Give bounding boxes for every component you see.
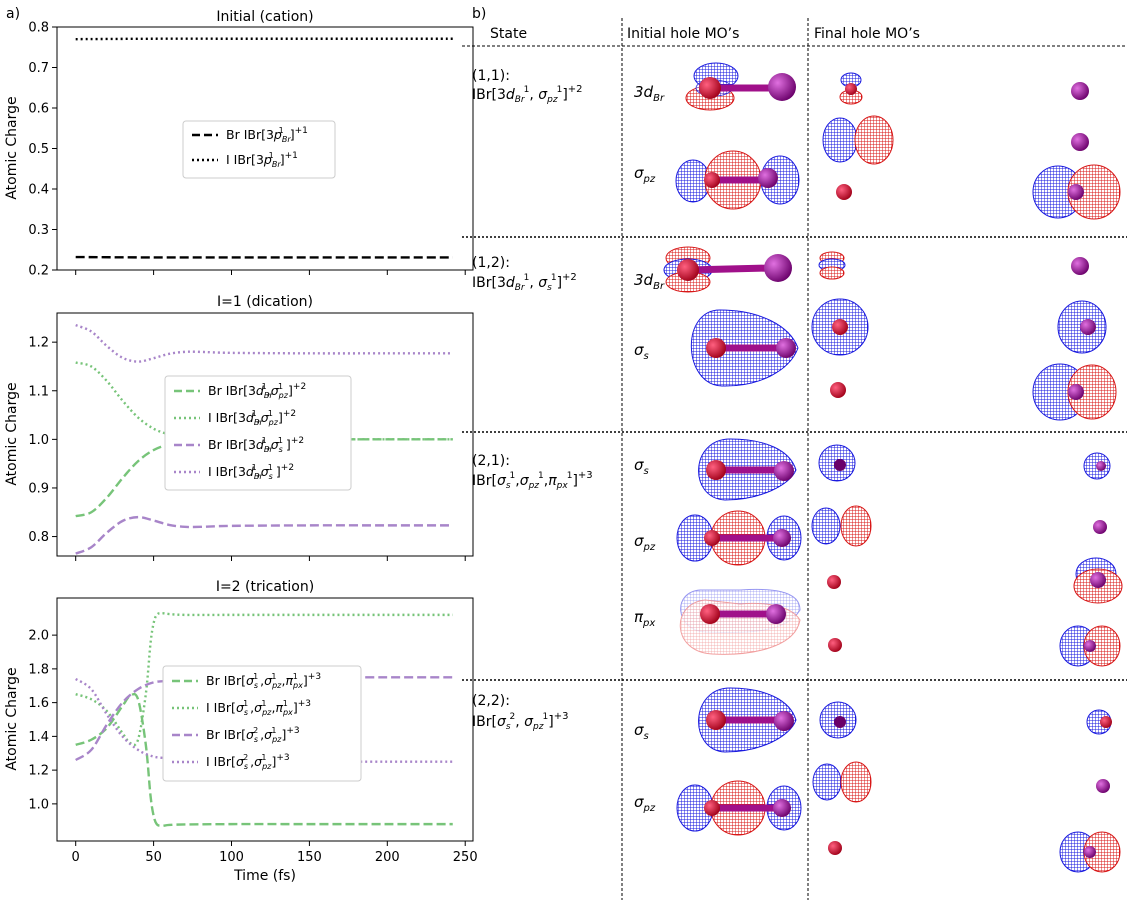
orbital-symbol: σpz bbox=[634, 793, 656, 814]
y-tick-label: 2.0 bbox=[28, 629, 49, 644]
y-tick-label: 0.5 bbox=[28, 142, 49, 157]
y-tick-label: 0.7 bbox=[28, 61, 49, 76]
legend-entry: Br IBr[σs2 ,σpz1]+3 bbox=[206, 726, 300, 744]
y-tick-label: 1.1 bbox=[28, 384, 49, 399]
series-line bbox=[75, 692, 453, 828]
orbital-render-sigma-pz bbox=[676, 780, 802, 836]
series-line bbox=[75, 515, 453, 555]
y-tick-label: 1.0 bbox=[28, 433, 49, 448]
legend-entry: Br IBr[3dBr1,σpz1]+2 bbox=[208, 382, 306, 400]
state-config: IBr[3dBr1, σpz1]+2 bbox=[472, 84, 583, 105]
plot-frame bbox=[56, 312, 474, 557]
y-tick-label: 0.3 bbox=[28, 223, 49, 238]
legend: Br IBr[σs1 ,σpz1 ,πpx1]+3 I IBr[σs1 ,σpz1 ,π… bbox=[162, 665, 362, 782]
orbital-render-3d-br bbox=[663, 246, 792, 293]
legend-entry: I IBr[σs1 ,σpz1 ,πpx1]+3 bbox=[206, 699, 311, 717]
orbital-symbol: σpz bbox=[634, 532, 656, 553]
x-tick-label: 50 bbox=[145, 850, 162, 865]
y-tick-label: 1.4 bbox=[28, 730, 49, 745]
orbital-symbol: πpx bbox=[634, 608, 655, 629]
legend: Br IBr[3dBr1,σpz1]+2 I IBr[3dBr1,σpz1]+2… bbox=[164, 375, 352, 491]
y-tick-label: 0.8 bbox=[28, 530, 49, 545]
orbital-symbol: 3dBr bbox=[634, 271, 665, 292]
x-tick-label: 150 bbox=[297, 850, 322, 865]
orbital-symbol: 3dBr bbox=[634, 83, 665, 104]
orbital-symbol: σs bbox=[634, 721, 649, 742]
x-axis-label: Time (fs) bbox=[233, 868, 296, 884]
series-line bbox=[75, 611, 453, 747]
chart-trication: I=2 (trication) 1.0 1.2 1.4 1.6 1.8 2.0 0 50 100… bbox=[4, 579, 478, 884]
orbital-render-sigma-pz bbox=[676, 510, 802, 566]
header-final: Final hole MO’s bbox=[814, 26, 920, 42]
panel-label-a: a) bbox=[6, 6, 20, 22]
plot-frame bbox=[56, 597, 474, 842]
series-line bbox=[75, 324, 453, 363]
orbital-render-3d-br bbox=[685, 62, 796, 111]
orbital-symbol: σs bbox=[634, 456, 649, 477]
orbital-render-sigma-s bbox=[698, 687, 797, 753]
orbital-table: State Initial hole MO’s Final hole MO’s … bbox=[462, 18, 1127, 900]
x-tick-label: 100 bbox=[219, 850, 244, 865]
orbital-render-sigma-s bbox=[690, 309, 799, 387]
y-axis-label: Atomic Charge bbox=[4, 96, 20, 199]
legend: Br IBr[3pBr1]+1 I IBr[3pBr1]+1 bbox=[182, 120, 336, 179]
y-tick-label: 0.4 bbox=[28, 183, 49, 198]
orbital-render-pi-px bbox=[679, 588, 801, 655]
chart-initial-cation: Initial (cation) 0.2 0.3 0.4 0.5 0.6 0.7 0.8 A… bbox=[4, 9, 474, 279]
state-config: IBr[σs1,σpz1,πpx1]+3 bbox=[472, 470, 593, 491]
y-axis-label: Atomic Charge bbox=[4, 382, 20, 485]
legend-entry: I IBr[3pBr1]+1 bbox=[226, 151, 298, 169]
y-tick-label: 1.0 bbox=[28, 797, 49, 812]
y-tick-label: 1.8 bbox=[28, 662, 49, 677]
header-state: State bbox=[490, 26, 527, 42]
orbital-symbol: σs bbox=[634, 341, 649, 362]
chart-title: Initial (cation) bbox=[216, 9, 313, 25]
legend-entry: Br IBr[σs1 ,σpz1 ,πpx1]+3 bbox=[206, 672, 321, 690]
chart-dication: I=1 (dication) 0.8 0.9 1.0 1.1 1.2 Atomic Ch… bbox=[4, 294, 474, 561]
orbital-render-sigma-s bbox=[698, 438, 797, 501]
y-tick-label: 1.6 bbox=[28, 696, 49, 711]
chart-title: I=1 (dication) bbox=[217, 294, 313, 310]
header-initial: Initial hole MO’s bbox=[627, 26, 739, 42]
state-config: IBr[3dBr1, σs1]+2 bbox=[472, 272, 577, 293]
y-tick-label: 0.8 bbox=[28, 21, 49, 36]
legend-entry: Br IBr[3dBr1,σs1]+2 bbox=[208, 436, 304, 454]
x-tick-label: 200 bbox=[375, 850, 400, 865]
x-tick-label: 250 bbox=[453, 850, 478, 865]
state-label: (2,2): bbox=[472, 693, 510, 709]
x-tick-label: 0 bbox=[72, 850, 80, 865]
final-orbital-renders bbox=[811, 72, 1123, 873]
y-tick-label: 1.2 bbox=[28, 764, 49, 779]
legend-entry: Br IBr[3pBr1]+1 bbox=[226, 126, 308, 144]
state-label: (1,2): bbox=[472, 255, 510, 271]
legend-entry: I IBr[3dBr1,σs1]+2 bbox=[208, 463, 294, 481]
y-axis-label: Atomic Charge bbox=[4, 667, 20, 770]
y-tick-label: 0.9 bbox=[28, 481, 49, 496]
y-tick-label: 0.6 bbox=[28, 102, 49, 117]
orbital-symbol: σpz bbox=[634, 164, 656, 185]
state-label: (2,1): bbox=[472, 453, 510, 469]
chart-title: I=2 (trication) bbox=[216, 579, 314, 595]
state-config: IBr[σs2, σpz1]+3 bbox=[472, 711, 568, 732]
orbital-render-sigma-pz bbox=[675, 150, 800, 210]
y-tick-label: 1.2 bbox=[28, 336, 49, 351]
y-tick-label: 0.2 bbox=[28, 264, 49, 279]
panel-label-b: b) bbox=[472, 6, 486, 22]
state-label: (1,1): bbox=[472, 68, 510, 84]
